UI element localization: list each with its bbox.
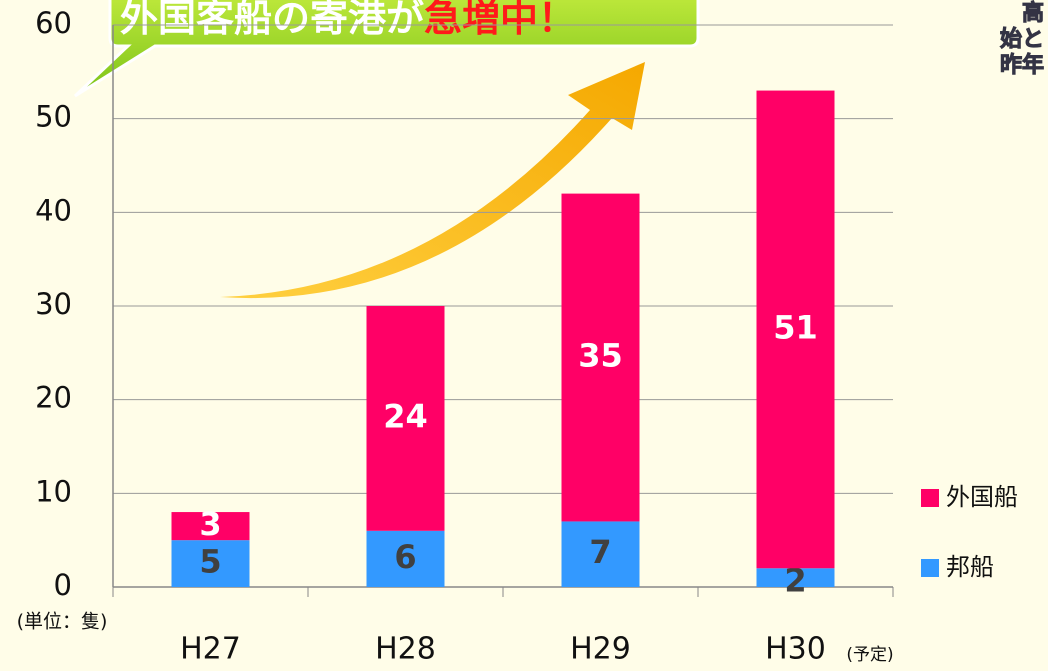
data-label: 3 (199, 505, 221, 543)
y-tick-label: 60 (35, 6, 72, 40)
callout-text: 外国客船の寄港が急増中！ (120, 0, 576, 40)
y-tick-label: 20 (35, 381, 72, 415)
data-label: 6 (394, 538, 416, 576)
side-text: 高 (1022, 0, 1044, 26)
x-tick-label: H28 (375, 632, 436, 667)
data-label: 51 (773, 308, 818, 346)
x-tick-label: H29 (570, 632, 631, 667)
data-label: 24 (383, 397, 428, 435)
data-label: 5 (199, 543, 221, 581)
y-tick-label: 10 (35, 474, 72, 508)
y-tick-label: 40 (35, 193, 72, 227)
category-note: (予定) (846, 645, 893, 665)
chart: 外国客船の寄港が急増中！ 高始と昨年 (単位：隻) 0 10 20 30 40 50 60 H… (0, 0, 1048, 671)
y-tick-label: 30 (35, 287, 72, 321)
y-tick-label: 0 (54, 568, 72, 602)
legend-swatch (921, 489, 939, 507)
side-text: 昨年 (1000, 52, 1044, 78)
data-label: 7 (589, 533, 611, 571)
x-tick-label: H30 (765, 632, 826, 667)
data-label: 35 (578, 337, 623, 375)
title-part: 外国客船の寄港が (120, 0, 424, 40)
title-part: 急増中！ (424, 0, 576, 40)
page: {"chart_data": {"type": "bar", "stacked"… (0, 0, 1048, 671)
legend-label: 邦船 (946, 553, 994, 581)
x-tick-label: H27 (180, 632, 241, 667)
side-text: 始と (1000, 26, 1044, 52)
y-tick-label: 50 (35, 100, 72, 134)
legend-swatch (921, 559, 939, 577)
legend-label: 外国船 (946, 483, 1018, 511)
unit-label: (単位：隻) (17, 611, 108, 633)
